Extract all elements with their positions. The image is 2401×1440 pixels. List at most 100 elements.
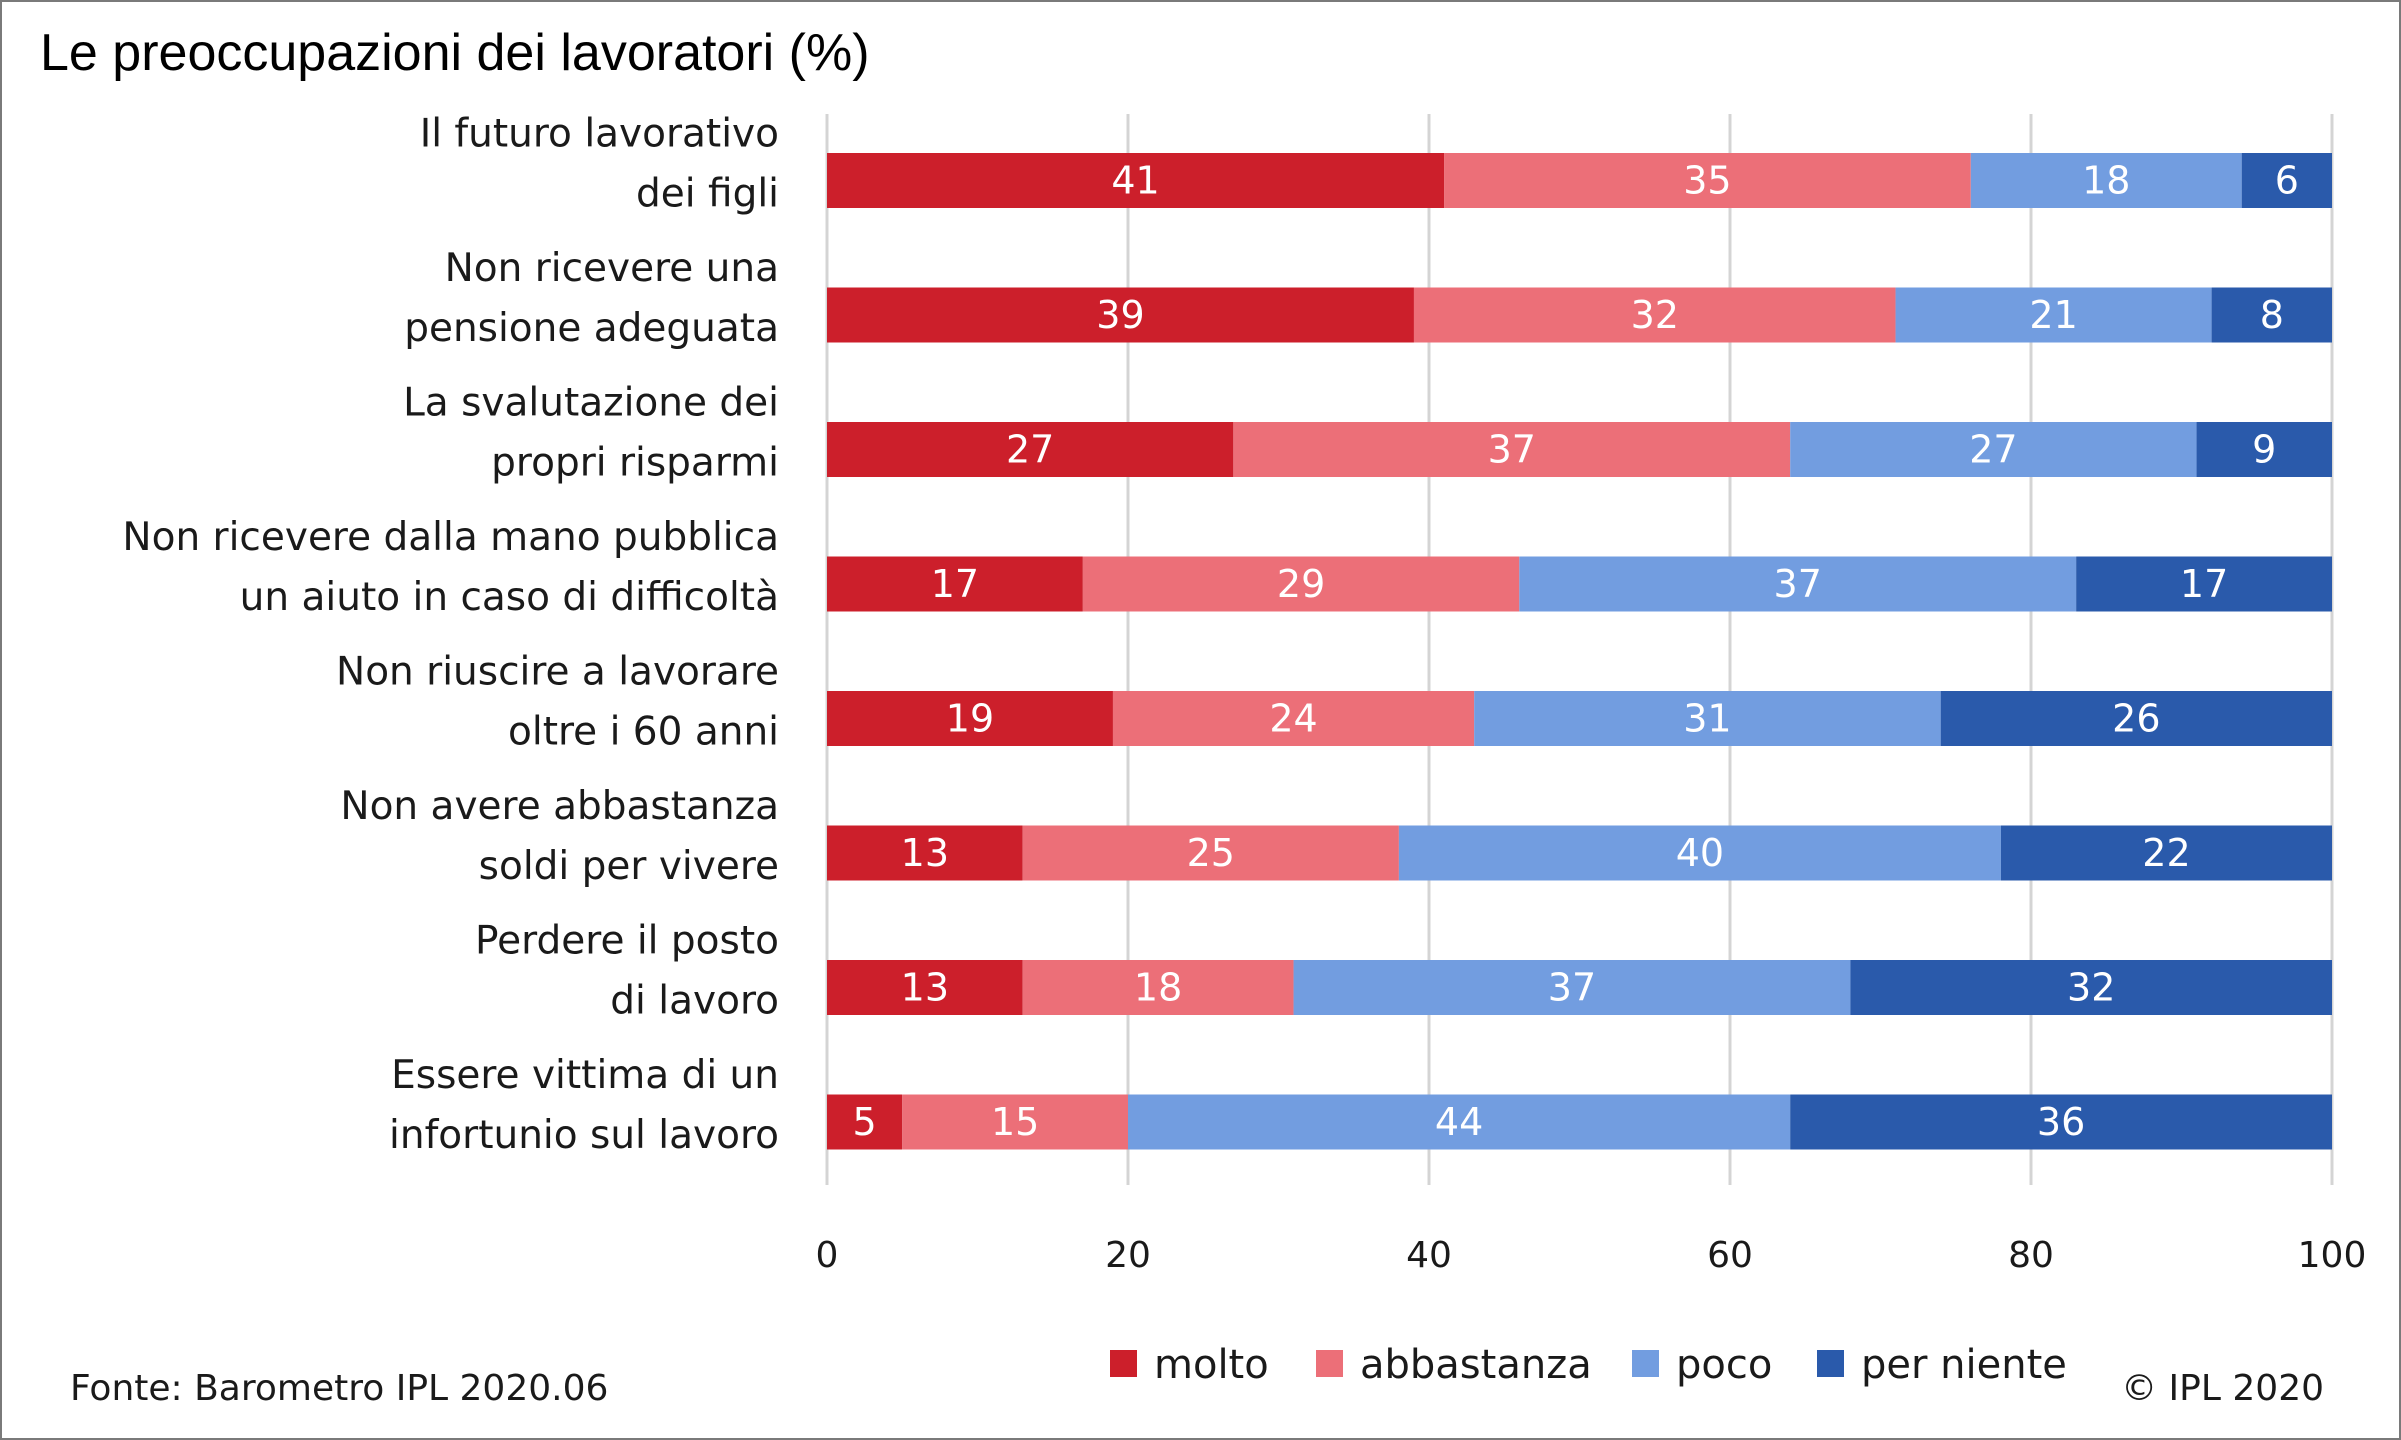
bar-segment (827, 691, 1113, 746)
bar-segment (2196, 422, 2332, 477)
bar-value-label: 8 (2260, 293, 2284, 337)
bar-segment (827, 556, 1083, 612)
bar-value-label: 5 (853, 1100, 877, 1144)
bar-segment (2211, 287, 2332, 343)
bar-segment (827, 422, 1234, 477)
bar-value-label: 9 (2252, 428, 2276, 472)
bar-value-label: 21 (2029, 293, 2077, 337)
category-label: Non ricevere dalla mano pubblica (122, 515, 779, 560)
x-tick-label: 0 (816, 1235, 839, 1276)
x-tick-label: 60 (1707, 1235, 1753, 1276)
bar-segment (827, 287, 1414, 343)
bar-value-label: 13 (901, 831, 949, 875)
bar-segment (1293, 960, 1851, 1015)
bar-segment (2076, 556, 2332, 612)
category-label: Il futuro lavorativo (420, 112, 779, 157)
category-label: un aiuto in caso di difficoltà (240, 575, 779, 620)
category-label: oltre i 60 anni (508, 710, 779, 755)
bar-value-label: 6 (2275, 159, 2299, 203)
x-axis-ticks: 0 20 40 60 80 100 (816, 1235, 2367, 1276)
bar-value-label: 18 (1134, 966, 1182, 1010)
bars: 41 35 18 6 39 32 21 8 27 37 27 9 17 29 37 17 19 24 31 26 13 2… (827, 153, 2332, 1150)
bar-value-label: 15 (991, 1100, 1039, 1144)
bar-segment (1444, 153, 1971, 208)
legend-swatch (1110, 1350, 1137, 1377)
bar-segment (2000, 825, 2332, 881)
category-label: propri risparmi (491, 441, 779, 486)
legend-swatch (1316, 1350, 1343, 1377)
legend-label: per niente (1861, 1342, 2067, 1388)
bar-segment (1022, 825, 1399, 881)
bar-value-label: 41 (1111, 159, 1159, 203)
x-tick-label: 40 (1406, 1235, 1452, 1276)
bar-value-label: 32 (2067, 966, 2115, 1010)
bar-value-label: 13 (901, 966, 949, 1010)
bar-value-label: 22 (2142, 831, 2190, 875)
bar-value-label: 25 (1187, 831, 1235, 875)
bar-segment (1850, 960, 2332, 1015)
bar-value-label: 40 (1676, 831, 1724, 875)
bar-value-label: 24 (1269, 697, 1317, 741)
bar-segment (827, 960, 1023, 1015)
bar-segment (1413, 287, 1896, 343)
bar-segment (1022, 960, 1294, 1015)
category-label: Non riuscire a lavorare (336, 650, 779, 695)
category-label: dei figli (636, 172, 779, 217)
category-label: infortunio sul lavoro (389, 1113, 779, 1158)
bar-value-label: 31 (1683, 697, 1731, 741)
bar-segment (827, 1094, 903, 1150)
category-label: Essere vittima di un (391, 1053, 779, 1098)
copyright-note: © IPL 2020 (2121, 1368, 2324, 1409)
bar-segment (1112, 691, 1475, 746)
bar-segment (1519, 556, 2077, 612)
bar-segment (1233, 422, 1791, 477)
bar-value-label: 29 (1277, 562, 1325, 606)
bar-value-label: 17 (931, 562, 979, 606)
category-label: pensione adeguata (404, 306, 779, 351)
category-label: Non ricevere una (445, 246, 779, 291)
bar-segment (902, 1094, 1128, 1150)
bar-segment (1895, 287, 2212, 343)
bar-value-label: 32 (1631, 293, 1679, 337)
legend-label: poco (1676, 1342, 1772, 1388)
category-label: Non avere abbastanza (340, 784, 779, 829)
bar-value-label: 37 (1548, 966, 1596, 1010)
bar-segment (1970, 153, 2242, 208)
source-note: Fonte: Barometro IPL 2020.06 (70, 1368, 608, 1409)
bar-value-label: 44 (1435, 1100, 1483, 1144)
gridlines (825, 114, 2334, 1185)
bar-segment (1128, 1094, 1791, 1150)
bar-value-label: 26 (2112, 697, 2160, 741)
x-tick-label: 80 (2008, 1235, 2054, 1276)
bar-value-label: 27 (1969, 428, 2017, 472)
category-label: soldi per vivere (479, 844, 779, 889)
bar-value-label: 27 (1006, 428, 1054, 472)
category-label: di lavoro (610, 979, 779, 1024)
bar-value-label: 39 (1096, 293, 1144, 337)
bar-segment (1398, 825, 2001, 881)
legend-swatch (1632, 1350, 1659, 1377)
category-label: Perdere il posto (475, 919, 779, 964)
bar-segment (1790, 1094, 2332, 1150)
bar-segment (1082, 556, 1520, 612)
x-tick-label: 20 (1105, 1235, 1151, 1276)
bar-value-label: 17 (2180, 562, 2228, 606)
bar-value-label: 35 (1683, 159, 1731, 203)
bar-value-label: 19 (946, 697, 994, 741)
bar-segment (827, 153, 1445, 208)
chart-title: Le preoccupazioni dei lavoratori (%) (40, 24, 870, 82)
x-tick-label: 100 (2298, 1235, 2367, 1276)
category-label: La svalutazione dei (403, 381, 779, 426)
legend-label: abbastanza (1360, 1342, 1592, 1388)
legend-swatch (1817, 1350, 1844, 1377)
bar-value-label: 36 (2037, 1100, 2085, 1144)
category-labels: Il futuro lavorativo dei figli Non ricever… (122, 112, 779, 1159)
bar-segment (2241, 153, 2332, 208)
bar-value-label: 37 (1774, 562, 1822, 606)
bar-segment (827, 825, 1023, 881)
bar-value-label: 37 (1488, 428, 1536, 472)
legend: molto abbastanza poco per niente (1110, 1342, 2067, 1388)
legend-label: molto (1154, 1342, 1269, 1388)
